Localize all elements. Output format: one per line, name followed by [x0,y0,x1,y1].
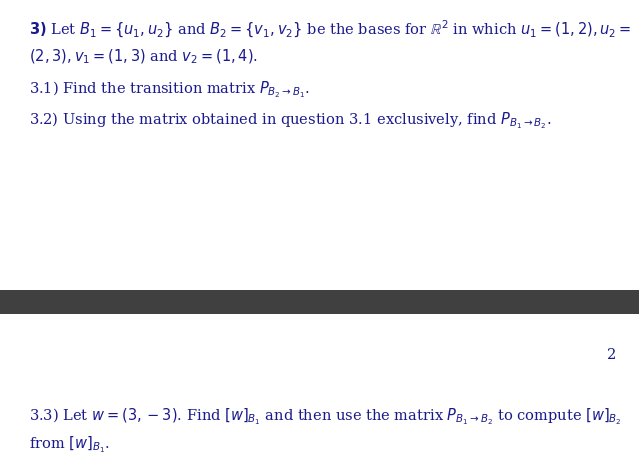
Text: 3.3) Let $w = (3, -3)$. Find $[w]_{B_1}$ and then use the matrix $P_{B_1 \righta: 3.3) Let $w = (3, -3)$. Find $[w]_{B_1}$… [29,407,622,427]
Bar [0,290,639,314]
Text: 2: 2 [608,348,617,362]
Text: $\mathbf{3)}$ Let $B_1 = \{u_1, u_2\}$ and $B_2 = \{v_1, v_2\}$ be the bases for: $\mathbf{3)}$ Let $B_1 = \{u_1, u_2\}$ a… [29,19,631,41]
Text: from $[w]_{B_1}$.: from $[w]_{B_1}$. [29,434,110,455]
Text: $(2, 3), v_1 = (1, 3)$ and $v_2 = (1, 4).$: $(2, 3), v_1 = (1, 3)$ and $v_2 = (1, 4)… [29,47,258,66]
Text: 3.2) Using the matrix obtained in question 3.1 exclusively, find $P_{B_1 \righta: 3.2) Using the matrix obtained in questi… [29,111,551,131]
Text: 3.1) Find the transition matrix $P_{B_2 \rightarrow B_1}.$: 3.1) Find the transition matrix $P_{B_2 … [29,80,310,100]
